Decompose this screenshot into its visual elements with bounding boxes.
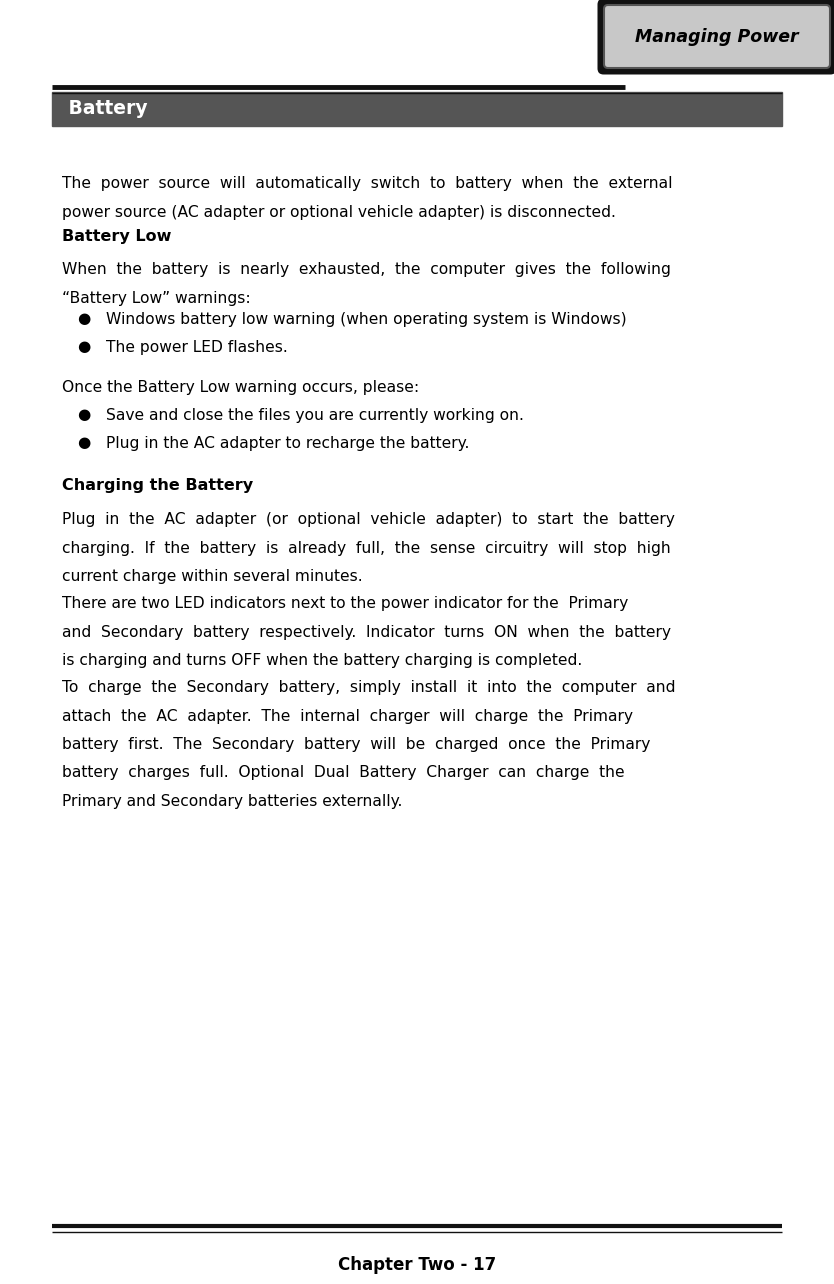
Text: Windows battery low warning (when operating system is Windows): Windows battery low warning (when operat…: [106, 312, 626, 327]
Text: When  the  battery  is  nearly  exhausted,  the  computer  gives  the  following: When the battery is nearly exhausted, th…: [62, 262, 671, 277]
Text: attach  the  AC  adapter.  The  internal  charger  will  charge  the  Primary: attach the AC adapter. The internal char…: [62, 709, 633, 723]
Bar: [52, 92, 782, 126]
Text: ●: ●: [78, 435, 91, 449]
Text: The power LED flashes.: The power LED flashes.: [106, 340, 288, 354]
Text: There are two LED indicators next to the power indicator for the  Primary: There are two LED indicators next to the…: [62, 596, 628, 611]
Text: Battery: Battery: [62, 99, 148, 118]
Text: Managing Power: Managing Power: [636, 27, 799, 45]
Text: The  power  source  will  automatically  switch  to  battery  when  the  externa: The power source will automatically swit…: [62, 176, 672, 191]
Text: battery  first.  The  Secondary  battery  will  be  charged  once  the  Primary: battery first. The Secondary battery wil…: [62, 737, 651, 752]
Text: battery  charges  full.  Optional  Dual  Battery  Charger  can  charge  the: battery charges full. Optional Dual Batt…: [62, 765, 625, 781]
Text: Once the Battery Low warning occurs, please:: Once the Battery Low warning occurs, ple…: [62, 380, 420, 395]
Text: Chapter Two - 17: Chapter Two - 17: [338, 1256, 496, 1274]
Text: Charging the Battery: Charging the Battery: [62, 478, 254, 493]
Text: ●: ●: [78, 311, 91, 326]
Text: charging.  If  the  battery  is  already  full,  the  sense  circuitry  will  st: charging. If the battery is already full…: [62, 541, 671, 556]
Text: power source (AC adapter or optional vehicle adapter) is disconnected.: power source (AC adapter or optional veh…: [62, 204, 615, 220]
Text: Primary and Secondary batteries externally.: Primary and Secondary batteries external…: [62, 794, 402, 809]
Text: and  Secondary  battery  respectively.  Indicator  turns  ON  when  the  battery: and Secondary battery respectively. Indi…: [62, 624, 671, 639]
Text: ●: ●: [78, 407, 91, 422]
Text: current charge within several minutes.: current charge within several minutes.: [62, 569, 363, 584]
FancyBboxPatch shape: [604, 5, 830, 68]
Text: ●: ●: [78, 339, 91, 354]
Text: is charging and turns OFF when the battery charging is completed.: is charging and turns OFF when the batte…: [62, 654, 582, 668]
Text: Plug in the AC adapter to recharge the battery.: Plug in the AC adapter to recharge the b…: [106, 437, 470, 451]
FancyBboxPatch shape: [597, 0, 834, 74]
Text: Battery Low: Battery Low: [62, 229, 171, 244]
Text: Save and close the files you are currently working on.: Save and close the files you are current…: [106, 408, 524, 422]
Text: Plug  in  the  AC  adapter  (or  optional  vehicle  adapter)  to  start  the  ba: Plug in the AC adapter (or optional vehi…: [62, 512, 675, 526]
Text: “Battery Low” warnings:: “Battery Low” warnings:: [62, 290, 251, 306]
Text: To  charge  the  Secondary  battery,  simply  install  it  into  the  computer  : To charge the Secondary battery, simply …: [62, 681, 676, 695]
